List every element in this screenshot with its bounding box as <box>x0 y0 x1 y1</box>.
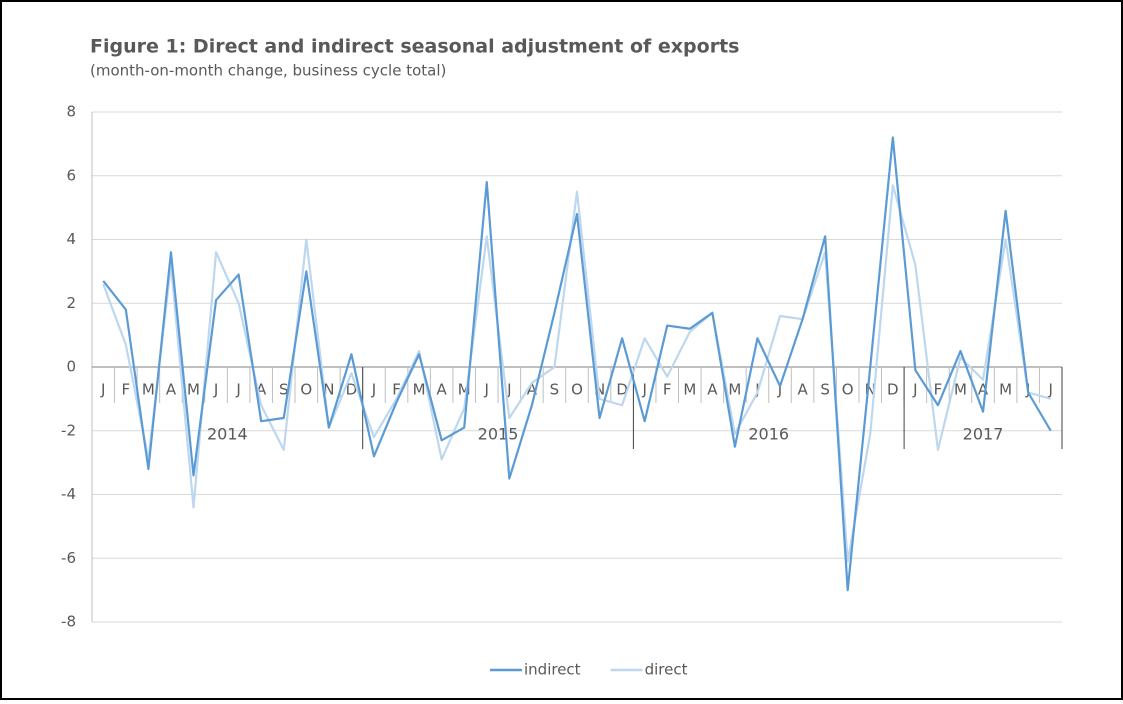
x-tick-label: M <box>728 381 741 399</box>
legend-label: direct <box>645 661 688 679</box>
y-tick-label: 6 <box>66 166 76 184</box>
x-tick-label: J <box>484 381 489 399</box>
x-group-label: 2017 <box>963 425 1004 444</box>
x-tick-label: J <box>912 381 917 399</box>
x-tick-label: J <box>213 381 218 399</box>
x-tick-label: N <box>865 381 876 399</box>
x-tick-label: J <box>641 381 646 399</box>
x-tick-label: M <box>142 381 155 399</box>
y-tick-label: -6 <box>61 549 76 567</box>
x-tick-label: O <box>300 381 312 399</box>
x-tick-label: J <box>100 381 105 399</box>
y-tick-label: -2 <box>61 421 76 439</box>
y-tick-label: -8 <box>61 613 76 631</box>
line-series <box>102 136 1052 592</box>
x-group-label: 2014 <box>207 425 248 444</box>
x-tick-label: A <box>527 381 538 399</box>
x-tick-label: S <box>820 381 830 399</box>
x-tick-label: J <box>1048 381 1053 399</box>
x-tick-label: F <box>663 381 672 399</box>
y-tick-label: 8 <box>66 103 76 121</box>
x-tick-label: S <box>279 381 289 399</box>
x-tick-label: M <box>954 381 967 399</box>
x-tick-label: M <box>683 381 696 399</box>
line-series <box>102 184 1052 563</box>
x-tick-label: A <box>707 381 718 399</box>
x-tick-label: A <box>256 381 267 399</box>
x-tick-label: A <box>166 381 177 399</box>
x-tick-label: F <box>392 381 401 399</box>
y-tick-label: 0 <box>66 358 76 376</box>
x-tick-label: D <box>887 381 899 399</box>
x-tick-label: J <box>754 381 759 399</box>
x-tick-label: D <box>346 381 358 399</box>
x-tick-label: M <box>187 381 200 399</box>
y-tick-label: 2 <box>66 294 76 312</box>
x-tick-label: F <box>934 381 943 399</box>
x-tick-label: N <box>323 381 334 399</box>
y-tick-label: 4 <box>66 230 76 248</box>
x-tick-label: A <box>978 381 989 399</box>
x-tick-label: D <box>616 381 628 399</box>
x-group-label: 2015 <box>478 425 519 444</box>
x-tick-label: J <box>371 381 376 399</box>
legend-label: indirect <box>524 661 581 679</box>
x-group-label: 2016 <box>748 425 789 444</box>
x-tick-label: S <box>550 381 560 399</box>
x-tick-label: O <box>571 381 583 399</box>
x-tick-label: A <box>437 381 448 399</box>
x-tick-label: O <box>842 381 854 399</box>
x-tick-label: J <box>777 381 782 399</box>
x-tick-label: J <box>235 381 240 399</box>
chart-subtitle: (month-on-month change, business cycle t… <box>90 62 446 80</box>
chart-title: Figure 1: Direct and indirect seasonal a… <box>90 36 739 58</box>
x-tick-label: J <box>506 381 511 399</box>
x-tick-label: A <box>797 381 808 399</box>
x-tick-label: F <box>122 381 131 399</box>
x-tick-label: M <box>413 381 426 399</box>
y-tick-label: -4 <box>61 485 76 503</box>
x-tick-label: M <box>999 381 1012 399</box>
